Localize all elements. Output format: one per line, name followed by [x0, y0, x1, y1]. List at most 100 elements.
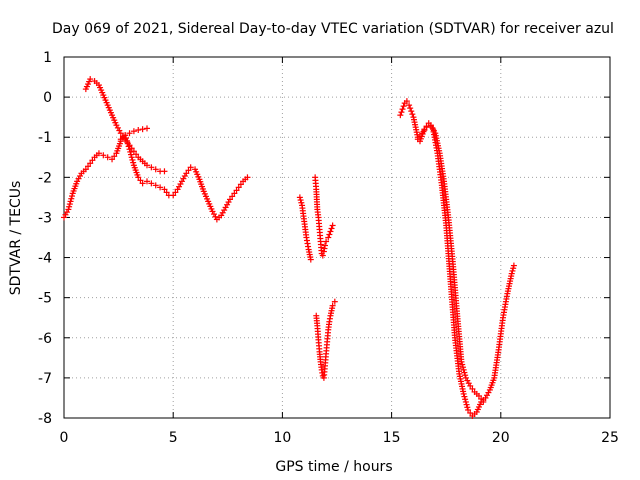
x-tick-label: 10: [273, 430, 291, 446]
data-point: [329, 222, 336, 229]
data-point: [82, 166, 89, 173]
data-point: [66, 201, 73, 208]
data-point: [148, 164, 155, 171]
plot-frame: [63, 56, 611, 419]
data-point: [128, 145, 135, 152]
data-point: [133, 151, 140, 158]
data-point: [467, 382, 474, 389]
x-tick-labels: 0 5 10 15 20 25: [60, 430, 619, 446]
x-tick-label: 20: [492, 430, 510, 446]
data-point: [85, 163, 92, 170]
data-point: [327, 228, 334, 235]
data-point: [229, 193, 236, 200]
y-tick-label: -8: [38, 411, 52, 427]
data-point: [509, 267, 516, 274]
data-points: [61, 76, 517, 419]
data-point: [331, 298, 338, 305]
chart-title: Day 069 of 2021, Sidereal Day-to-day VTE…: [52, 21, 614, 37]
data-point: [459, 361, 466, 368]
y-tick-label: -3: [38, 210, 52, 226]
data-point: [323, 238, 330, 245]
data-point: [130, 128, 137, 135]
data-point: [104, 154, 111, 161]
data-point: [416, 133, 423, 140]
data-point: [307, 256, 314, 263]
data-point: [152, 182, 159, 189]
data-point: [326, 231, 333, 238]
data-point: [124, 139, 131, 146]
data-point: [130, 148, 137, 155]
data-point: [66, 203, 73, 210]
data-point: [235, 184, 242, 191]
y-tick-label: 1: [43, 50, 52, 66]
data-point: [157, 184, 164, 191]
data-point: [65, 206, 72, 213]
data-point: [510, 262, 517, 269]
x-axis-label: GPS time / hours: [275, 459, 392, 475]
grid-lines: [64, 57, 610, 418]
data-point: [111, 153, 118, 160]
data-point: [139, 180, 146, 187]
data-point: [130, 159, 137, 166]
data-point: [462, 398, 469, 405]
x-tick-label: 0: [60, 430, 69, 446]
data-point: [461, 369, 468, 376]
data-point: [296, 194, 303, 201]
data-point: [163, 189, 170, 196]
data-point: [67, 198, 74, 205]
y-tick-label: -4: [38, 251, 52, 267]
data-point: [319, 252, 326, 259]
data-point: [139, 126, 146, 133]
data-point: [408, 108, 415, 115]
data-point: [117, 130, 124, 137]
data-point: [460, 390, 467, 397]
data-point: [329, 302, 336, 309]
data-point: [126, 130, 133, 137]
data-point: [325, 234, 332, 241]
data-point: [421, 127, 428, 134]
data-point: [127, 148, 134, 155]
data-point: [135, 174, 142, 181]
data-point: [464, 404, 471, 411]
data-point: [128, 154, 135, 161]
y-tick-label: -7: [38, 371, 52, 387]
data-point: [233, 187, 240, 194]
data-point: [458, 358, 465, 365]
data-point: [475, 392, 482, 399]
data-point: [135, 127, 142, 134]
data-point: [126, 142, 133, 149]
data-point: [321, 242, 328, 249]
data-point: [69, 193, 76, 200]
data-point: [467, 409, 474, 416]
data-point: [460, 366, 467, 373]
data-point: [237, 181, 244, 188]
data-point: [127, 151, 134, 158]
data-point: [462, 372, 469, 379]
data-point: [403, 98, 410, 105]
data-point: [298, 199, 305, 206]
data-point: [463, 401, 470, 408]
data-point: [87, 76, 94, 83]
data-point: [297, 197, 304, 204]
data-point: [137, 177, 144, 184]
data-point: [89, 157, 96, 164]
data-point: [143, 178, 150, 185]
data-point: [87, 160, 94, 167]
data-point: [400, 103, 407, 110]
data-point: [406, 102, 413, 109]
data-point: [148, 180, 155, 187]
data-point: [172, 189, 179, 196]
data-point: [419, 130, 426, 137]
x-tick-label: 25: [601, 430, 619, 446]
data-point: [407, 105, 414, 112]
data-point: [185, 167, 192, 174]
data-point: [461, 393, 468, 400]
data-point: [398, 109, 405, 116]
y-tick-label: -2: [38, 170, 52, 186]
data-point: [469, 385, 476, 392]
data-point: [68, 195, 75, 202]
y-tick-label: -1: [38, 130, 52, 146]
data-point: [462, 396, 469, 403]
data-point: [100, 152, 107, 159]
